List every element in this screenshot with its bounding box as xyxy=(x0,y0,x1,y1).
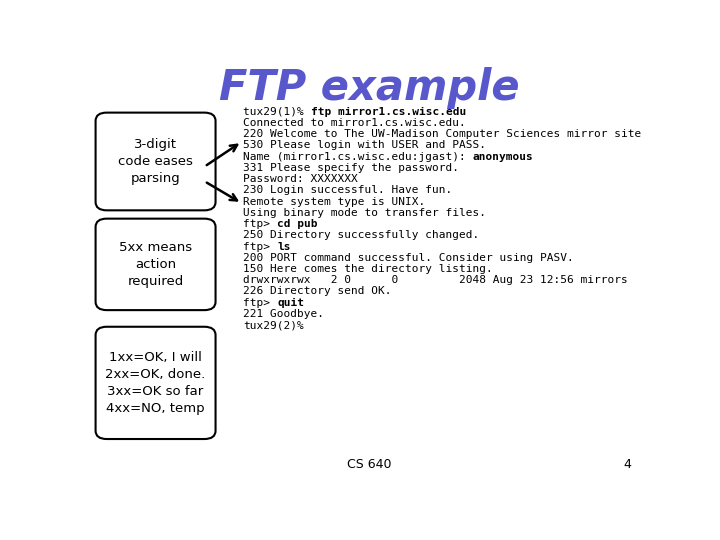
FancyBboxPatch shape xyxy=(96,113,215,210)
Text: FTP example: FTP example xyxy=(219,66,519,109)
Text: CS 640: CS 640 xyxy=(347,458,391,471)
Text: Using binary mode to transfer files.: Using binary mode to transfer files. xyxy=(243,208,487,218)
Text: 250 Directory successfully changed.: 250 Directory successfully changed. xyxy=(243,230,480,240)
Text: tux29(2)%: tux29(2)% xyxy=(243,320,305,330)
Text: ftp mirror1.cs.wisc.edu: ftp mirror1.cs.wisc.edu xyxy=(311,107,467,117)
Text: ftp>: ftp> xyxy=(243,241,277,252)
Text: 226 Directory send OK.: 226 Directory send OK. xyxy=(243,286,392,296)
Text: 150 Here comes the directory listing.: 150 Here comes the directory listing. xyxy=(243,264,493,274)
Text: Name (mirror1.cs.wisc.edu:jgast):: Name (mirror1.cs.wisc.edu:jgast): xyxy=(243,152,473,161)
Text: cd pub: cd pub xyxy=(277,219,318,229)
Text: Password: XXXXXXX: Password: XXXXXXX xyxy=(243,174,359,184)
FancyBboxPatch shape xyxy=(96,219,215,310)
Text: 200 PORT command successful. Consider using PASV.: 200 PORT command successful. Consider us… xyxy=(243,253,575,263)
Text: 3-digit
code eases
parsing: 3-digit code eases parsing xyxy=(118,138,193,185)
Text: ftp>: ftp> xyxy=(243,219,277,229)
Text: 1xx=OK, I will
2xx=OK, done.
3xx=OK so far
4xx=NO, temp: 1xx=OK, I will 2xx=OK, done. 3xx=OK so f… xyxy=(105,351,206,415)
Text: 230 Login successful. Have fun.: 230 Login successful. Have fun. xyxy=(243,185,453,195)
Text: 4: 4 xyxy=(624,458,631,471)
Text: Remote system type is UNIX.: Remote system type is UNIX. xyxy=(243,197,426,207)
Text: 331 Please specify the password.: 331 Please specify the password. xyxy=(243,163,459,173)
FancyBboxPatch shape xyxy=(96,327,215,439)
Text: ls: ls xyxy=(277,241,291,252)
Text: 221 Goodbye.: 221 Goodbye. xyxy=(243,309,325,319)
Text: quit: quit xyxy=(277,298,305,308)
Text: 5xx means
action
required: 5xx means action required xyxy=(119,241,192,288)
Text: drwxrwxrwx   2 0      0         2048 Aug 23 12:56 mirrors: drwxrwxrwx 2 0 0 2048 Aug 23 12:56 mirro… xyxy=(243,275,628,285)
Text: 530 Please login with USER and PASS.: 530 Please login with USER and PASS. xyxy=(243,140,487,151)
Text: Connected to mirror1.cs.wisc.edu.: Connected to mirror1.cs.wisc.edu. xyxy=(243,118,467,128)
Text: anonymous: anonymous xyxy=(473,152,534,161)
Text: tux29(1)%: tux29(1)% xyxy=(243,107,311,117)
Text: 220 Welcome to The UW-Madison Computer Sciences mirror site: 220 Welcome to The UW-Madison Computer S… xyxy=(243,129,642,139)
Text: ftp>: ftp> xyxy=(243,298,277,308)
